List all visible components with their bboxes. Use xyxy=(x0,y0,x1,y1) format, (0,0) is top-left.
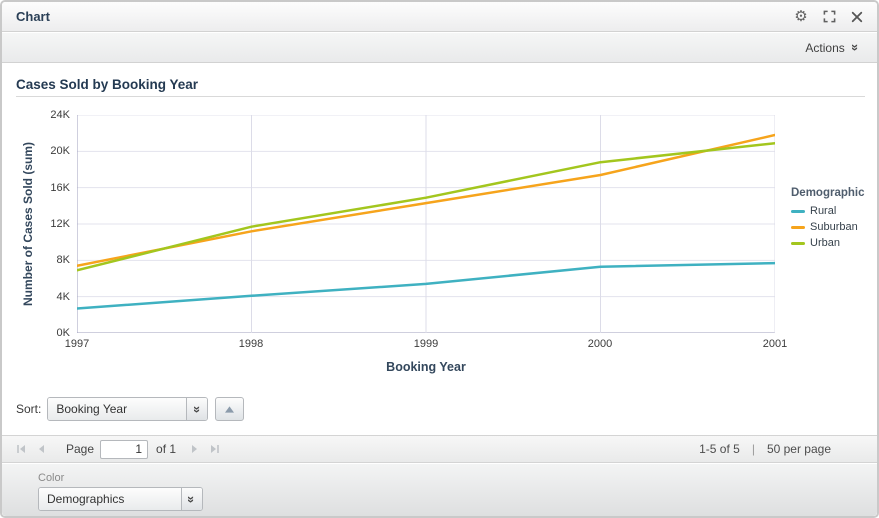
legend-title: Demographic xyxy=(791,187,865,199)
color-panel: Color Demographics » xyxy=(2,464,877,516)
previous-page-button[interactable] xyxy=(32,440,50,458)
page-number-input[interactable] xyxy=(100,439,149,459)
color-combobox[interactable]: Demographics » xyxy=(38,487,203,511)
chevron-down-icon: » xyxy=(847,43,863,52)
urban-series-swatch xyxy=(791,241,805,245)
maximize-button[interactable] xyxy=(817,6,841,28)
legend-label: Urban xyxy=(810,237,840,249)
actions-toolbar: Actions » xyxy=(2,33,877,63)
previous-page-icon xyxy=(39,445,44,453)
next-page-button[interactable] xyxy=(186,440,204,458)
paging-toolbar: Page of 1 1-5 of 5 | 50 per page xyxy=(2,435,877,463)
sort-combobox[interactable]: Booking Year » xyxy=(47,397,209,421)
page-of-label: of 1 xyxy=(156,442,177,456)
actions-label: Actions xyxy=(805,40,845,55)
chart-content: Cases Sold by Booking Year Number of Cas… xyxy=(2,64,877,431)
y-tick-label: 16K xyxy=(50,182,70,194)
color-label: Color xyxy=(38,472,65,484)
window-titlebar: Chart ⚙ xyxy=(2,2,877,32)
chevron-down-icon: » xyxy=(189,405,205,413)
x-tick-label: 1999 xyxy=(413,338,439,350)
record-range: 1-5 of 5 xyxy=(699,442,740,456)
line-chart-plot xyxy=(77,115,775,333)
sort-ascending-icon xyxy=(225,405,235,413)
title-divider xyxy=(16,96,865,97)
x-axis-title: Booking Year xyxy=(386,360,466,374)
y-tick-label: 0K xyxy=(56,327,70,339)
sort-combobox-value: Booking Year xyxy=(48,398,187,420)
y-tick-label: 20K xyxy=(50,145,70,157)
per-page-label: 50 per page xyxy=(766,442,831,456)
actions-menu-button[interactable]: Actions » xyxy=(799,38,865,58)
color-combobox-value: Demographics xyxy=(39,488,181,510)
chart-title: Cases Sold by Booking Year xyxy=(16,77,199,92)
sort-label: Sort: xyxy=(16,402,42,416)
rural-series-swatch xyxy=(791,209,805,213)
legend-label: Rural xyxy=(810,205,837,217)
window-title: Chart xyxy=(16,9,50,24)
first-page-icon xyxy=(17,445,25,453)
chevron-down-icon: » xyxy=(184,495,200,503)
page-label: Page xyxy=(66,442,95,456)
legend-item-suburban: Suburban xyxy=(791,221,877,233)
suburban-series-swatch xyxy=(791,225,805,229)
chart-legend: Demographic Rural Suburban Urban xyxy=(791,187,877,253)
sort-combobox-trigger[interactable]: » xyxy=(186,398,208,420)
legend-label: Suburban xyxy=(810,221,858,233)
paging-summary: 1-5 of 5 | 50 per page xyxy=(699,442,867,456)
y-tick-label: 4K xyxy=(56,291,70,303)
last-page-button[interactable] xyxy=(206,440,224,458)
close-button[interactable] xyxy=(845,6,869,28)
x-tick-label: 1997 xyxy=(64,338,90,350)
next-page-icon xyxy=(192,445,198,453)
last-page-icon xyxy=(211,445,219,453)
x-tick-label: 2001 xyxy=(762,338,788,350)
summary-separator: | xyxy=(751,442,755,456)
gear-icon: ⚙ xyxy=(794,7,808,25)
y-tick-label: 12K xyxy=(50,218,70,230)
legend-item-rural: Rural xyxy=(791,205,877,217)
first-page-button[interactable] xyxy=(12,440,30,458)
settings-button[interactable]: ⚙ xyxy=(789,6,813,28)
sort-row: Sort: Booking Year » xyxy=(16,397,245,421)
x-tick-label: 1998 xyxy=(238,338,264,350)
close-icon xyxy=(851,11,863,22)
y-tick-label: 8K xyxy=(56,254,70,266)
legend-item-urban: Urban xyxy=(791,237,877,249)
sort-direction-button[interactable] xyxy=(215,397,245,421)
y-tick-label: 24K xyxy=(50,109,70,121)
color-combobox-trigger[interactable]: » xyxy=(181,488,202,510)
expand-icon xyxy=(823,10,835,23)
x-tick-label: 2000 xyxy=(587,338,613,350)
